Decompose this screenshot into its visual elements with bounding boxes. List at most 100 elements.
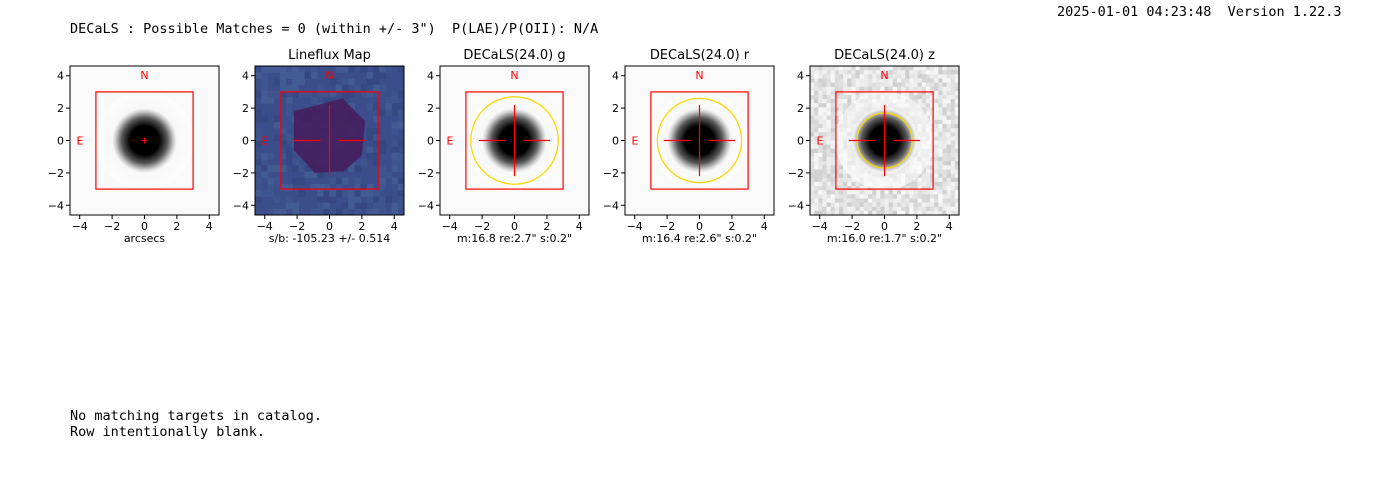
noise-pixel bbox=[921, 103, 927, 108]
noise-pixel bbox=[909, 198, 914, 203]
noise-pixel bbox=[942, 103, 947, 108]
noise-pixel bbox=[938, 177, 943, 183]
noise-pixel bbox=[917, 74, 923, 79]
lineflux-cell bbox=[292, 165, 299, 173]
noise-pixel bbox=[847, 190, 852, 195]
noise-pixel bbox=[884, 210, 890, 215]
galaxy-ellipse bbox=[656, 97, 743, 184]
noise-pixel bbox=[950, 107, 956, 112]
noise-pixel bbox=[934, 190, 939, 195]
noise-pixel bbox=[814, 140, 819, 146]
noise-pixel bbox=[814, 190, 819, 195]
noise-pixel bbox=[818, 111, 823, 117]
noise-pixel bbox=[810, 161, 815, 166]
noise-pixel bbox=[830, 107, 836, 112]
noise-pixel bbox=[810, 119, 815, 125]
noise-pixel bbox=[938, 173, 943, 179]
noise-pixel bbox=[909, 70, 914, 75]
lineflux-cell bbox=[372, 140, 380, 148]
noise-pixel bbox=[892, 78, 898, 83]
noise-pixel bbox=[901, 70, 906, 75]
noise-pixel bbox=[818, 190, 823, 195]
noise-pixel bbox=[818, 181, 823, 187]
noise-pixel bbox=[905, 186, 910, 191]
noise-pixel bbox=[925, 173, 931, 179]
noise-pixel bbox=[892, 86, 898, 92]
noise-pixel bbox=[950, 173, 956, 179]
noise-pixel bbox=[847, 198, 852, 203]
noise-pixel bbox=[930, 99, 935, 104]
lineflux-cell bbox=[255, 128, 262, 135]
noise-pixel bbox=[859, 202, 865, 208]
lineflux-cell bbox=[372, 196, 380, 204]
lineflux-cell bbox=[385, 66, 393, 73]
noise-pixel bbox=[851, 210, 856, 215]
compass-east: E bbox=[77, 135, 84, 148]
noise-pixel bbox=[814, 119, 819, 125]
noise-pixel bbox=[930, 186, 935, 191]
lineflux-cell bbox=[379, 177, 386, 185]
noise-pixel bbox=[921, 198, 927, 203]
lineflux-cell bbox=[292, 159, 299, 166]
noise-pixel bbox=[946, 148, 952, 154]
noise-pixel bbox=[810, 94, 815, 100]
lineflux-cell bbox=[255, 134, 262, 141]
noise-pixel bbox=[954, 194, 959, 199]
noise-pixel bbox=[954, 115, 959, 121]
noise-pixel bbox=[847, 206, 852, 212]
noise-pixel bbox=[930, 119, 935, 125]
lineflux-cell bbox=[379, 208, 386, 215]
noise-pixel bbox=[892, 74, 898, 79]
noise-pixel bbox=[826, 186, 832, 191]
lineflux-cell bbox=[255, 196, 262, 204]
noise-pixel bbox=[843, 107, 848, 112]
lineflux-cell bbox=[366, 152, 374, 160]
noise-pixel bbox=[867, 202, 873, 208]
noise-pixel bbox=[818, 144, 823, 150]
lineflux-cell bbox=[317, 196, 324, 204]
noise-pixel bbox=[896, 194, 902, 199]
noise-pixel bbox=[925, 103, 931, 108]
noise-pixel bbox=[830, 148, 836, 154]
noise-pixel bbox=[838, 90, 844, 96]
noise-pixel bbox=[921, 186, 927, 191]
noise-pixel bbox=[921, 74, 927, 79]
noise-pixel bbox=[863, 198, 869, 203]
noise-pixel bbox=[950, 148, 956, 154]
y-tick-label: 2 bbox=[427, 102, 434, 115]
noise-pixel bbox=[909, 82, 914, 88]
lineflux-cell bbox=[286, 159, 293, 166]
noise-pixel bbox=[872, 206, 877, 212]
compass-north: N bbox=[140, 69, 148, 82]
noise-pixel bbox=[942, 90, 947, 96]
lineflux-cell bbox=[273, 78, 281, 86]
noise-pixel bbox=[921, 181, 927, 187]
noise-pixel bbox=[810, 210, 815, 215]
lineflux-cell bbox=[335, 190, 343, 197]
noise-pixel bbox=[925, 169, 931, 175]
noise-pixel bbox=[888, 74, 894, 79]
lineflux-cell bbox=[348, 90, 355, 98]
noise-pixel bbox=[814, 165, 819, 170]
x-tick-label: 0 bbox=[326, 220, 333, 233]
noise-pixel bbox=[855, 86, 861, 92]
noise-pixel bbox=[843, 99, 848, 104]
noise-pixel bbox=[938, 169, 943, 175]
noise-pixel bbox=[814, 136, 819, 141]
noise-pixel bbox=[921, 194, 927, 199]
noise-pixel bbox=[946, 198, 952, 203]
noise-pixel bbox=[818, 107, 823, 112]
noise-pixel bbox=[954, 198, 959, 203]
lineflux-cell bbox=[391, 121, 399, 129]
compass-east: E bbox=[817, 135, 824, 148]
noise-pixel bbox=[917, 103, 923, 108]
x-tick-label: 4 bbox=[761, 220, 768, 233]
noise-pixel bbox=[942, 144, 947, 150]
y-tick-label: −4 bbox=[788, 199, 804, 212]
noise-pixel bbox=[863, 70, 869, 75]
noise-pixel bbox=[814, 111, 819, 117]
noise-pixel bbox=[810, 202, 815, 208]
noise-pixel bbox=[950, 70, 956, 75]
noise-pixel bbox=[834, 202, 840, 208]
noise-pixel bbox=[942, 66, 947, 71]
